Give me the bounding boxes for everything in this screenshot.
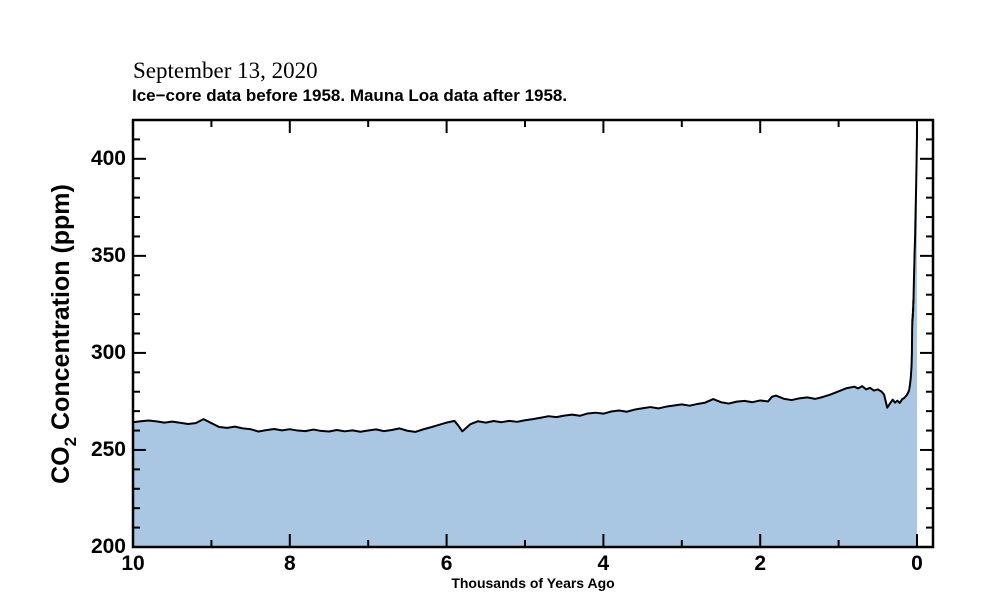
y-tick-label: 250	[90, 437, 126, 461]
chart-date-title: September 13, 2020	[133, 58, 318, 83]
y-tick-label: 350	[90, 243, 126, 267]
x-tick-label: 6	[440, 552, 453, 575]
x-tick-label: 10	[121, 552, 145, 575]
y-tick-label: 400	[90, 146, 126, 170]
y-tick-label: 300	[90, 340, 126, 364]
chart-subtitle: Ice−core data before 1958. Mauna Loa dat…	[132, 86, 568, 105]
x-tick-label: 8	[283, 552, 296, 575]
x-tick-label: 4	[597, 552, 610, 575]
x-axis-label: Thousands of Years Ago	[451, 575, 615, 591]
x-tick-label: 2	[754, 552, 767, 575]
y-tick-label: 200	[90, 535, 126, 558]
x-tick-label: 0	[911, 552, 923, 575]
y-axis-label-suffix: Concentration (ppm)	[47, 184, 75, 437]
